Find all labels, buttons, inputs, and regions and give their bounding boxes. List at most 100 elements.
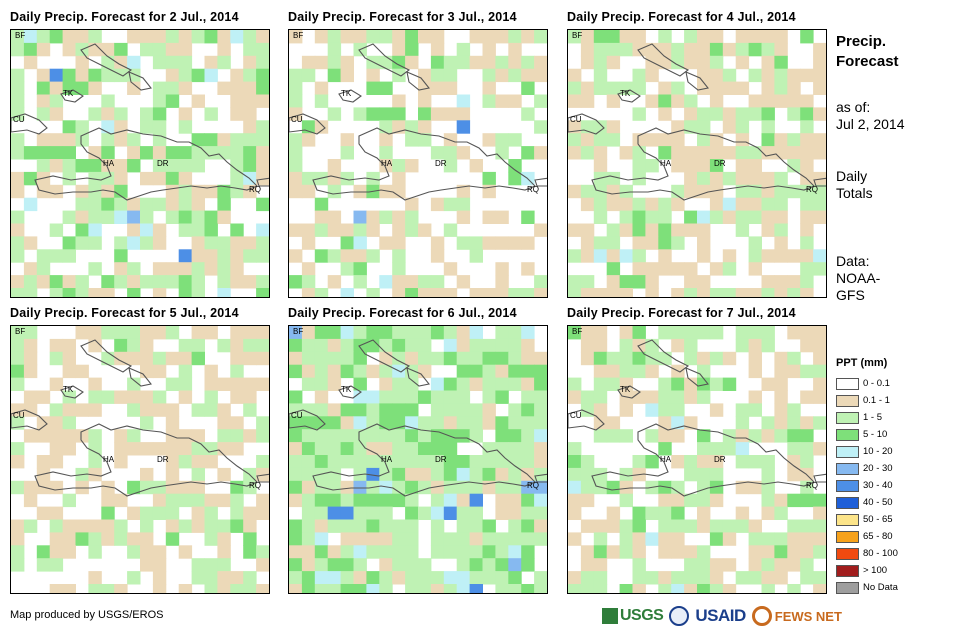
precip-cell [256,275,269,289]
precip-cell [327,184,342,199]
precip-cell [230,429,244,443]
totals-line2: Totals [836,185,873,201]
precip-cell [165,532,180,546]
precip-cell [658,377,672,391]
precip-cell [534,30,547,44]
bf-outline [358,43,411,77]
precip-cell [495,338,509,353]
precip-cell [632,532,646,546]
precip-cell [191,262,205,276]
precip-cell [314,223,329,237]
precip-cell [11,184,25,199]
precip-cell [606,364,621,379]
precip-cell [671,429,685,443]
precip-cell [165,184,180,199]
precip-cell [340,571,354,585]
precip-cell [204,326,218,340]
precip-cell [469,571,483,585]
precip-cell [314,429,329,443]
precip-cell [671,197,685,212]
precip-cell [11,236,25,250]
precip-cell [127,197,141,212]
precip-cell [495,558,509,572]
precip-cell [722,288,737,297]
precip-cell [75,197,89,212]
precip-cell [140,519,154,533]
precip-cell [813,545,826,559]
precip-cell [568,455,582,469]
precip-cell [495,442,509,456]
precip-cell [482,519,496,533]
precip-cell [75,55,89,70]
data-source-line1: Data: [836,253,870,269]
precip-cell [787,403,801,417]
precip-cell [722,249,737,263]
precip-cell [243,68,257,83]
precip-cell [619,480,633,495]
precip-cell [761,429,775,443]
precip-cell [301,55,316,70]
precip-cell [140,107,154,121]
precip-cell [495,506,509,520]
precip-cell [127,326,141,340]
map-label-dr: DR [435,159,447,168]
precip-cell [314,210,329,224]
precip-cell [521,558,535,572]
precip-cell [521,326,535,340]
precip-cell [36,159,51,173]
map-label-tk: TK [620,385,631,394]
precip-cell [580,545,595,559]
precip-cell [697,159,711,173]
precip-cell [632,30,646,44]
precip-cell [340,55,354,70]
precip-cell [735,326,750,340]
precip-cell [632,519,646,533]
precip-cell [443,326,458,340]
precip-cell [62,403,76,417]
precip-cell [256,171,269,186]
precip-cell [521,236,535,250]
precip-cell [178,442,193,456]
precip-cell [178,210,193,224]
precip-cell [340,403,354,417]
precip-cell [813,584,826,593]
precip-cell [495,275,509,289]
bf-outline [637,43,690,77]
precip-cell [508,584,522,593]
precip-cell [658,506,672,520]
precip-cell [495,377,509,391]
precip-cell [697,545,711,559]
precip-cell [418,364,432,379]
precip-cell [684,107,698,121]
precip-cell [619,584,633,593]
precip-cell [392,236,406,250]
precip-cell [418,94,432,108]
precip-cell [405,390,419,404]
precip-cell [256,55,269,70]
precip-cell [684,326,698,340]
precip-cell [482,416,496,430]
precip-cell [800,326,814,340]
precip-cell [405,429,419,443]
precip-cell [482,390,496,404]
precip-cell [495,236,509,250]
precip-cell [658,133,672,147]
precip-cell [456,467,471,482]
precip-cell [787,81,801,95]
precip-cell [11,442,25,456]
precip-cell [217,442,231,456]
map-label-tk: TK [620,89,631,98]
precip-cell [482,377,496,391]
precip-map: BF TK CU HA DR RQ [10,29,270,298]
precip-cell [671,223,685,237]
legend-item: 5 - 10 [836,426,956,443]
precip-cell [658,94,672,108]
precip-cell [191,236,205,250]
precip-cell [619,377,633,391]
precip-cell [127,377,141,391]
precip-cell [787,442,801,456]
precip-cell [256,30,269,44]
precip-cell [140,545,154,559]
precip-cell [114,197,128,212]
